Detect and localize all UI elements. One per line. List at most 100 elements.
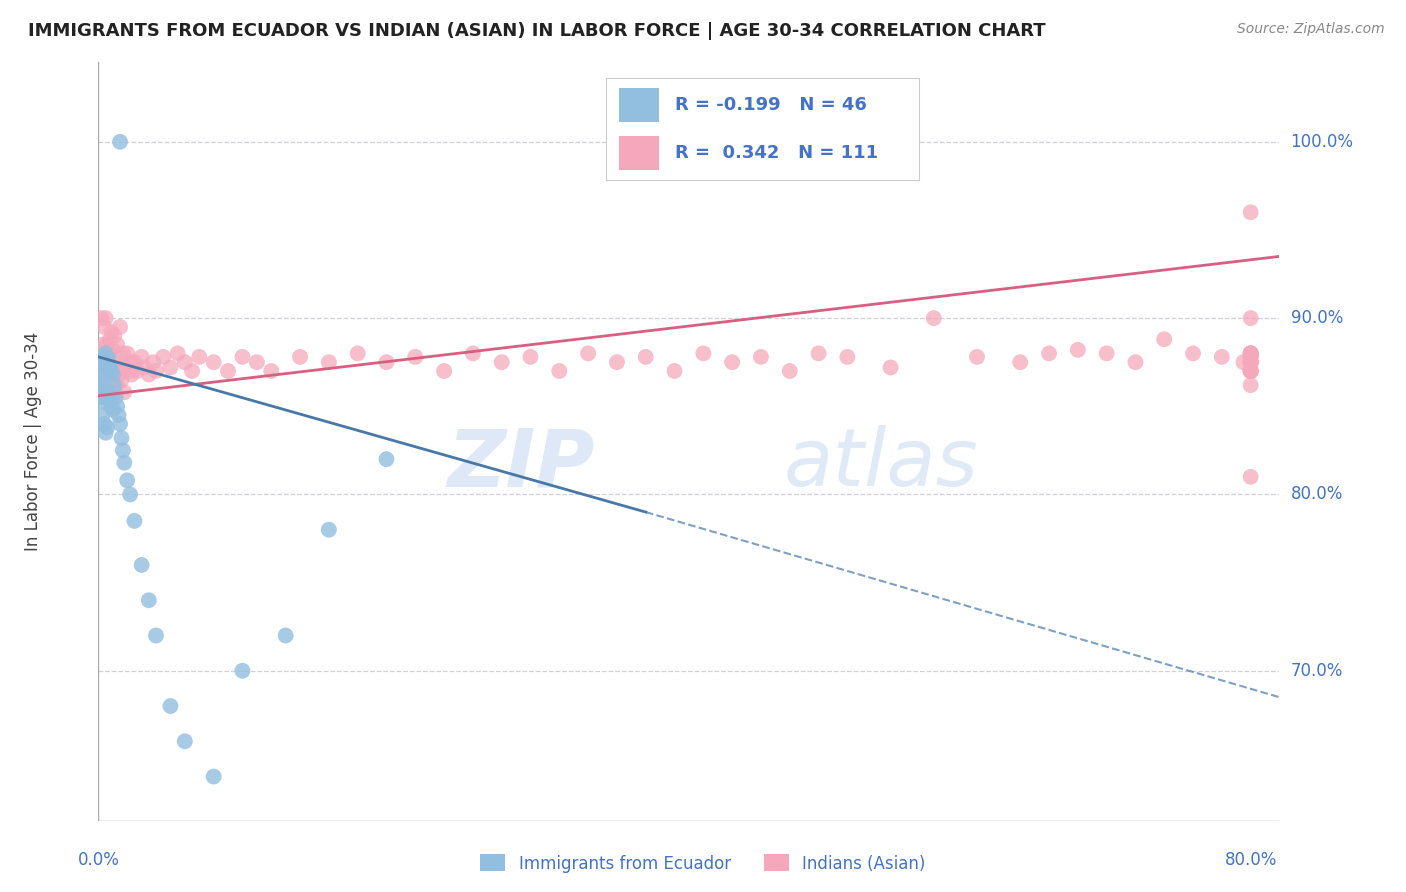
Point: [404, 350, 426, 364]
Point: [98, 378, 121, 392]
Point: [807, 346, 830, 360]
Text: 0.0%: 0.0%: [77, 851, 120, 869]
Legend: Immigrants from Ecuador, Indians (Asian): Immigrants from Ecuador, Indians (Asian): [474, 847, 932, 880]
Point: [91, 408, 114, 422]
Point: [118, 364, 141, 378]
Point: [1240, 311, 1263, 326]
Point: [93, 355, 115, 369]
Point: [90, 391, 112, 405]
Point: [375, 355, 398, 369]
Point: [90, 364, 112, 378]
Point: [103, 368, 125, 382]
Point: [107, 408, 129, 422]
Point: [159, 360, 181, 375]
Point: [97, 385, 120, 400]
Point: [97, 351, 120, 366]
Point: [1240, 355, 1263, 369]
Point: [1240, 346, 1263, 360]
Point: [100, 399, 122, 413]
Point: [94, 311, 117, 326]
Text: Source: ZipAtlas.com: Source: ZipAtlas.com: [1237, 22, 1385, 37]
Point: [664, 364, 686, 378]
Point: [1010, 355, 1032, 369]
Point: [108, 320, 131, 334]
Point: [91, 378, 114, 392]
Point: [461, 346, 484, 360]
Point: [103, 378, 125, 392]
Point: [96, 337, 118, 351]
Point: [188, 350, 211, 364]
Point: [1067, 343, 1090, 357]
Point: [131, 558, 153, 572]
Point: [231, 350, 253, 364]
Text: 70.0%: 70.0%: [1291, 662, 1343, 680]
Point: [749, 350, 772, 364]
Point: [108, 360, 131, 375]
Point: [519, 350, 541, 364]
Point: [110, 431, 132, 445]
Point: [115, 473, 138, 487]
Point: [879, 360, 901, 375]
Point: [101, 368, 124, 382]
Point: [1153, 332, 1175, 346]
Text: atlas: atlas: [783, 425, 979, 503]
Point: [159, 699, 181, 714]
Point: [1240, 355, 1263, 369]
Point: [91, 385, 114, 400]
Point: [1240, 364, 1263, 378]
Point: [145, 364, 167, 378]
Point: [100, 364, 122, 378]
Point: [576, 346, 599, 360]
Point: [1182, 346, 1205, 360]
Point: [346, 346, 368, 360]
Point: [111, 346, 134, 360]
Point: [138, 368, 160, 382]
Point: [491, 355, 513, 369]
Point: [1125, 355, 1147, 369]
Point: [1240, 350, 1263, 364]
Point: [922, 311, 945, 326]
Point: [692, 346, 714, 360]
Point: [114, 360, 136, 375]
Point: [93, 320, 115, 334]
Point: [274, 628, 297, 642]
Point: [721, 355, 744, 369]
Point: [966, 350, 988, 364]
Point: [104, 385, 127, 400]
Point: [231, 664, 253, 678]
Point: [779, 364, 801, 378]
Point: [94, 350, 117, 364]
Point: [1240, 346, 1263, 360]
Text: In Labor Force | Age 30-34: In Labor Force | Age 30-34: [24, 332, 42, 551]
Point: [89, 346, 111, 360]
Point: [101, 343, 124, 357]
Point: [1240, 355, 1263, 369]
Point: [173, 734, 195, 748]
Point: [90, 373, 112, 387]
Point: [96, 378, 118, 392]
Point: [246, 355, 269, 369]
Point: [1038, 346, 1060, 360]
Point: [1095, 346, 1118, 360]
Point: [318, 355, 340, 369]
Point: [105, 337, 128, 351]
Point: [1232, 355, 1254, 369]
Point: [93, 364, 115, 378]
Point: [217, 364, 239, 378]
Point: [110, 373, 132, 387]
Point: [202, 355, 225, 369]
Point: [96, 391, 118, 405]
Point: [548, 364, 571, 378]
Point: [94, 346, 117, 360]
Point: [1240, 346, 1263, 360]
Point: [103, 328, 125, 343]
Text: ZIP: ZIP: [447, 425, 595, 503]
Point: [124, 514, 146, 528]
Point: [837, 350, 859, 364]
Point: [173, 355, 195, 369]
Point: [121, 368, 143, 382]
Point: [152, 350, 174, 364]
Point: [1240, 346, 1263, 360]
Point: [98, 391, 121, 405]
Text: 80.0%: 80.0%: [1225, 851, 1277, 869]
